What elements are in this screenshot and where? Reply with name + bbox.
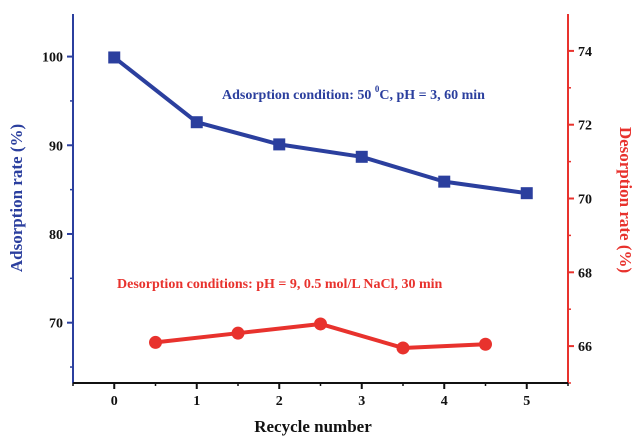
left-y-axis: 70 80 90 100	[42, 14, 74, 383]
left-tick-label-70: 70	[49, 317, 63, 332]
adsorption-point-4	[438, 175, 451, 188]
adsorption-point-5	[520, 187, 533, 200]
desorption-point-1	[231, 326, 245, 340]
desorption-point-4	[479, 337, 492, 351]
adsorption-series-line	[113, 55, 528, 196]
desorption-point-0	[149, 335, 162, 349]
right-tick-label-70: 70	[578, 193, 592, 208]
desorption-annotation: Desorption conditions: pH = 9, 0.5 mol/L…	[117, 277, 443, 292]
x-tick-label-0: 0	[111, 394, 118, 409]
adsorption-annotation-prefix: Adsorption condition: 50	[222, 88, 375, 103]
adsorption-point-0	[108, 51, 121, 64]
adsorption-annotation: Adsorption condition: 50 0C, pH = 3, 60 …	[222, 84, 485, 103]
x-tick-label-4: 4	[441, 394, 448, 409]
x-tick-label-3: 3	[358, 394, 365, 409]
right-tick-label-66: 66	[578, 340, 592, 355]
x-axis-label: Recycle number	[254, 417, 372, 436]
left-tick-label-90: 90	[49, 139, 63, 154]
series-layer	[108, 51, 533, 355]
x-tick-label-1: 1	[193, 394, 200, 409]
adsorption-point-1	[190, 116, 203, 129]
right-tick-label-72: 72	[578, 119, 592, 134]
x-axis: 0 1 2 3 4 5	[72, 382, 569, 409]
right-y-axis-label: Desorption rate (%)	[616, 127, 635, 273]
adsorption-annotation-degree: 0	[375, 84, 380, 94]
adsorption-point-3	[355, 150, 368, 163]
desorption-point-3	[396, 341, 410, 355]
left-tick-label-80: 80	[49, 228, 63, 243]
x-tick-label-5: 5	[523, 394, 530, 409]
desorption-point-2	[314, 317, 327, 331]
x-tick-label-2: 2	[276, 394, 283, 409]
right-tick-label-68: 68	[578, 266, 592, 281]
right-tick-label-74: 74	[578, 45, 592, 60]
left-tick-label-100: 100	[42, 51, 63, 66]
right-y-axis: 66 68 70 72 74	[567, 14, 592, 384]
left-y-axis-label: Adsorption rate (%)	[7, 124, 26, 272]
adsorption-point-2	[273, 138, 286, 151]
adsorption-annotation-suffix: C, pH = 3, 60 min	[379, 88, 485, 103]
